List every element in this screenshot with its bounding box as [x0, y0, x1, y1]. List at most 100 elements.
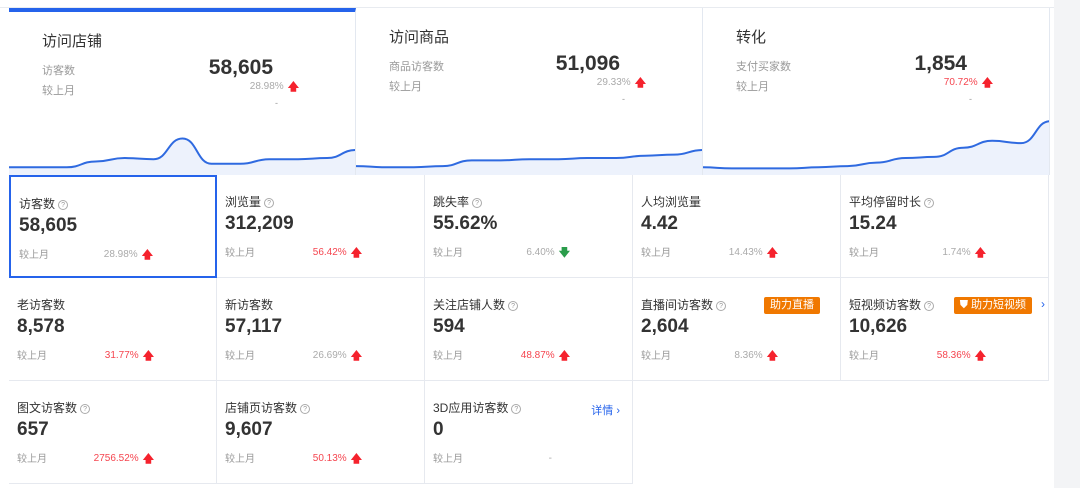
- card-title: 访问店铺: [42, 33, 103, 50]
- metric-value: 55.62%: [433, 213, 498, 234]
- metric-name: 短视频访客数?: [849, 298, 935, 312]
- change-group: 2756.52% 🡅: [94, 452, 154, 466]
- metric-label: 商品访客数: [389, 61, 444, 73]
- metric-card[interactable]: 关注店铺人数? 594 较上月 48.87% 🡅: [425, 278, 633, 381]
- metric-value: 10,626: [849, 316, 908, 337]
- overview-card[interactable]: 访问商品 商品访客数 较上月 51,096 29.33% 🡅 -: [356, 8, 703, 175]
- help-icon[interactable]: ?: [511, 404, 522, 414]
- arrow-up-icon: 🡅: [350, 350, 362, 362]
- help-icon[interactable]: ?: [300, 404, 311, 414]
- help-icon[interactable]: ?: [716, 301, 727, 311]
- sparkline-line: [356, 149, 702, 169]
- arrow-up-icon: 🡅: [350, 453, 362, 465]
- arrow-up-icon: 🡅: [766, 350, 778, 362]
- change-group: 26.69% 🡅: [313, 349, 362, 363]
- dash-text: -: [275, 98, 278, 108]
- arrow-up-icon: 🡅: [142, 453, 154, 465]
- metric-name: 访客数?: [19, 197, 69, 211]
- change-group: 50.13% 🡅: [313, 452, 362, 466]
- metric-value: 4.42: [641, 213, 678, 234]
- help-icon[interactable]: ?: [924, 198, 935, 208]
- metric-card[interactable]: 新访客数 57,117 较上月 26.69% 🡅: [217, 278, 425, 381]
- boost-badge[interactable]: 助力直播: [764, 297, 820, 314]
- arrow-down-icon: 🡇: [558, 247, 570, 259]
- help-icon[interactable]: ?: [508, 301, 519, 311]
- change-value: 31.77%: [104, 350, 139, 361]
- arrow-up-icon: 🡅: [974, 350, 986, 362]
- change-value: 26.69%: [312, 350, 347, 361]
- compare-label: 较上月: [433, 248, 463, 259]
- metric-value: 58,605: [19, 215, 78, 236]
- change-group: 8.36% 🡅: [734, 349, 778, 363]
- metric-card[interactable]: 店铺页访客数? 9,607 较上月 50.13% 🡅: [217, 381, 425, 484]
- change-value: 28.98%: [249, 81, 284, 92]
- help-icon[interactable]: ?: [924, 301, 935, 311]
- change-group: 28.98% 🡅: [104, 248, 153, 262]
- sparkline-chart: [9, 137, 355, 175]
- overview-card[interactable]: 转化 支付买家数 较上月 1,854 70.72% 🡅 -: [703, 8, 1050, 175]
- sparkline-line: [703, 120, 1049, 170]
- sparkline-chart: [703, 120, 1049, 175]
- change-value: 6.40%: [526, 247, 555, 258]
- metric-card[interactable]: 短视频访客数? 10,626 较上月 58.36% 🡅 ⛊ 助力短视频 ›: [841, 278, 1049, 381]
- help-icon[interactable]: ?: [58, 200, 69, 210]
- metric-value: 0: [433, 419, 444, 440]
- compare-label: 较上月: [225, 454, 255, 465]
- change-group: 6.40% 🡇: [526, 246, 570, 260]
- change-group: 14.43% 🡅: [729, 246, 778, 260]
- compare-label: 较上月: [225, 351, 255, 362]
- change-value: 29.33%: [596, 77, 631, 88]
- metric-card[interactable]: 访客数? 58,605 较上月 28.98% 🡅: [9, 175, 217, 278]
- change-group: 58.36% 🡅: [937, 349, 986, 363]
- arrow-up-icon: 🡅: [766, 247, 778, 259]
- compare-label: 较上月: [17, 454, 47, 465]
- metric-value: 657: [17, 419, 49, 440]
- card-title: 访问商品: [389, 29, 450, 46]
- compare-label: 较上月: [433, 454, 463, 465]
- help-icon[interactable]: ?: [264, 198, 275, 208]
- compare-label: 较上月: [433, 351, 463, 362]
- help-icon[interactable]: ?: [472, 198, 483, 208]
- overview-card[interactable]: 访问店铺 访客数 较上月 58,605 28.98% 🡅 -: [9, 8, 356, 175]
- dash-text: -: [969, 94, 972, 104]
- metric-label: 访客数: [42, 65, 75, 77]
- dash-text: -: [622, 94, 625, 104]
- arrow-up-icon: 🡅: [287, 81, 299, 93]
- metric-card[interactable]: 浏览量? 312,209 较上月 56.42% 🡅: [217, 175, 425, 278]
- metric-value: 58,605: [208, 56, 273, 79]
- sparkline-line: [9, 137, 355, 169]
- boost-badge[interactable]: ⛊ 助力短视频: [953, 297, 1032, 314]
- metric-card[interactable]: 人均浏览量 4.42 较上月 14.43% 🡅: [633, 175, 841, 278]
- compare-label: 较上月: [641, 248, 671, 259]
- shield-icon: ⛊: [959, 299, 971, 311]
- arrow-up-icon: 🡅: [558, 350, 570, 362]
- scrollbar[interactable]: [1054, 0, 1080, 488]
- metric-card[interactable]: 直播间访客数? 2,604 较上月 8.36% 🡅 助力直播: [633, 278, 841, 381]
- metric-value: 594: [433, 316, 465, 337]
- compare-label: 较上月: [42, 85, 75, 97]
- chevron-right-icon[interactable]: ›: [1041, 297, 1045, 311]
- metric-card[interactable]: 3D应用访客数? 0 较上月 - 详情 ›: [425, 381, 633, 484]
- arrow-up-icon: 🡅: [350, 247, 362, 259]
- details-link[interactable]: 详情 ›: [591, 405, 620, 417]
- compare-label: 较上月: [641, 351, 671, 362]
- metric-value: 51,096: [555, 52, 620, 75]
- sparkline-area: [9, 138, 355, 175]
- change-group: 1.74% 🡅: [942, 246, 986, 260]
- change-value: 50.13%: [312, 453, 347, 464]
- metric-card[interactable]: 平均停留时长? 15.24 较上月 1.74% 🡅: [841, 175, 1049, 278]
- change-group: 48.87% 🡅: [521, 349, 570, 363]
- card-title: 转化: [736, 29, 767, 46]
- metric-name: 人均浏览量: [641, 195, 702, 209]
- arrow-up-icon: 🡅: [141, 249, 153, 261]
- arrow-up-icon: 🡅: [981, 77, 993, 89]
- compare-label: 较上月: [849, 248, 879, 259]
- change-value: 2756.52%: [93, 453, 139, 464]
- metric-card[interactable]: 老访客数 8,578 较上月 31.77% 🡅: [9, 278, 217, 381]
- metric-name: 3D应用访客数?: [433, 401, 522, 415]
- help-icon[interactable]: ?: [80, 404, 91, 414]
- compare-label: 较上月: [17, 351, 47, 362]
- metric-card[interactable]: 图文访客数? 657 较上月 2756.52% 🡅: [9, 381, 217, 484]
- arrow-up-icon: 🡅: [634, 77, 646, 89]
- metric-card[interactable]: 跳失率? 55.62% 较上月 6.40% 🡇: [425, 175, 633, 278]
